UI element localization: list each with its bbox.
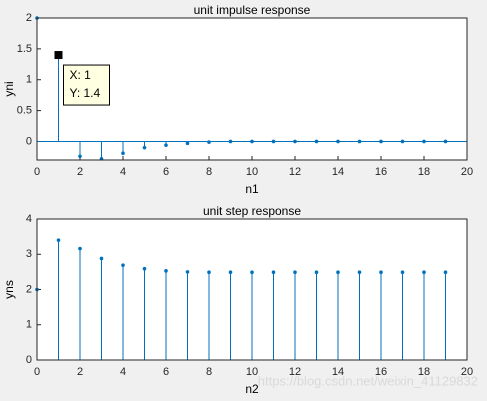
stem-marker	[400, 270, 405, 275]
x-tick-label: 4	[120, 366, 126, 378]
stem-marker	[207, 140, 211, 144]
x-tick-label: 14	[332, 166, 344, 178]
stem-marker	[357, 270, 362, 275]
x-axis-label: n2	[245, 382, 259, 396]
x-tick-label: 16	[375, 166, 387, 178]
y-tick-label: 2	[26, 283, 32, 295]
x-tick-label: 10	[246, 166, 258, 178]
y-tick-label: 1	[26, 74, 32, 86]
datatip-text: X: 1	[70, 68, 92, 82]
x-tick-label: 20	[461, 366, 473, 378]
watermark: https://blog.csdn.net/weixin_41129832	[258, 373, 478, 388]
x-tick-label: 16	[375, 366, 387, 378]
stem-marker	[185, 270, 190, 274]
stem-marker	[293, 270, 297, 275]
stem-marker	[422, 270, 426, 275]
x-tick-label: 18	[418, 166, 430, 178]
stem-marker	[164, 269, 168, 273]
stem-marker	[293, 139, 297, 144]
stem-marker	[379, 139, 383, 144]
stem-marker	[379, 270, 383, 275]
y-axis-label: yns	[2, 280, 16, 299]
stem-marker	[228, 270, 233, 275]
y-tick-label: 3	[26, 248, 32, 260]
stem-marker	[314, 270, 319, 275]
y-tick-label: 2	[26, 12, 32, 24]
x-tick-label: 0	[34, 166, 40, 178]
x-axis-label: n1	[245, 182, 259, 196]
stem-marker	[185, 141, 190, 146]
stem-marker	[78, 246, 82, 251]
chart-title: unit step response	[203, 204, 301, 218]
stem-marker	[121, 151, 125, 156]
x-tick-label: 8	[206, 166, 212, 178]
stem-marker	[56, 238, 61, 242]
stem-marker	[336, 139, 340, 144]
stem-marker	[443, 270, 448, 275]
datatip-box	[63, 64, 110, 106]
y-tick-label: 1	[26, 319, 32, 331]
x-tick-label: 2	[77, 166, 83, 178]
stem-marker	[207, 270, 211, 275]
stem-marker	[250, 270, 254, 275]
axes-box	[36, 17, 468, 161]
x-tick-label: 0	[34, 366, 40, 378]
stem-marker	[357, 139, 362, 144]
stem-marker	[228, 139, 233, 144]
stem-marker	[271, 139, 276, 144]
x-tick-label: 2	[77, 366, 83, 378]
axes-box	[36, 218, 468, 361]
stem-marker	[78, 154, 82, 159]
y-tick-label: 0.5	[17, 105, 32, 117]
x-tick-label: 6	[163, 166, 169, 178]
chart-title: unit impulse response	[194, 3, 311, 17]
y-axis-label: yni	[2, 81, 16, 96]
stem-marker	[336, 270, 340, 275]
stem-marker	[250, 139, 254, 144]
y-tick-label: 0	[26, 135, 32, 147]
y-tick-label: 4	[26, 213, 32, 225]
datatip-text: Y: 1.4	[70, 86, 101, 100]
x-tick-label: 10	[246, 366, 258, 378]
stem-marker	[142, 145, 147, 150]
y-tick-label: 1.5	[17, 43, 32, 55]
stem-marker	[164, 143, 168, 147]
y-tick-label: 0	[26, 354, 32, 366]
stem-marker	[400, 139, 405, 144]
stem-marker	[99, 256, 104, 261]
stem-marker	[121, 263, 125, 267]
stem-marker	[422, 139, 426, 144]
stem-marker	[314, 139, 319, 144]
x-tick-label: 12	[289, 166, 301, 178]
x-tick-label: 8	[206, 366, 212, 378]
x-tick-label: 20	[461, 166, 473, 178]
stem-marker	[443, 139, 448, 144]
x-tick-label: 14	[332, 366, 344, 378]
x-tick-label: 18	[418, 366, 430, 378]
datatip-marker	[54, 51, 63, 60]
x-tick-label: 4	[120, 166, 126, 178]
x-tick-label: 6	[163, 366, 169, 378]
x-tick-label: 12	[289, 366, 301, 378]
stem-marker	[142, 266, 147, 271]
stem-marker	[271, 270, 276, 275]
